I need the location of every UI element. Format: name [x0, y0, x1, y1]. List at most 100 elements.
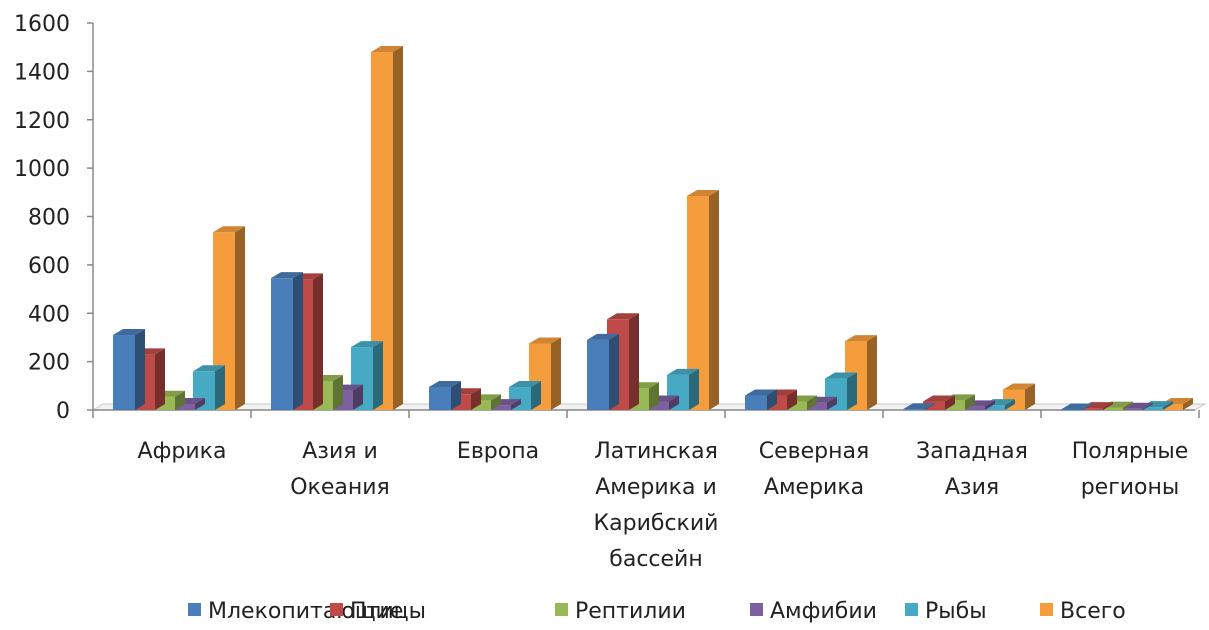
legend-entry: Птицы [330, 599, 426, 624]
bar-front [983, 405, 1005, 410]
bar-side [373, 341, 383, 410]
bar-side [491, 394, 501, 410]
y-tick-label: 200 [28, 351, 70, 376]
bar-side [393, 46, 403, 411]
category-labels: Африка Азия и Океания Европа Латинская Америк… [138, 439, 1189, 572]
bar-front [1101, 407, 1123, 410]
bar-top [745, 389, 777, 396]
bars [113, 46, 1193, 411]
category-label: Европа [457, 439, 539, 464]
bar-side [767, 389, 777, 410]
bar [587, 333, 619, 410]
bar-top [667, 368, 699, 375]
category-label: регионы [1081, 475, 1180, 500]
bar-side [215, 365, 225, 410]
legend-entry: Амфибии [750, 599, 877, 624]
bar [923, 395, 955, 410]
legend-swatch [905, 603, 918, 616]
bar-side [451, 381, 461, 410]
bar [903, 403, 935, 411]
legend-label: Птицы [350, 599, 426, 624]
bar-front [469, 400, 491, 410]
bar-front [429, 387, 451, 410]
bar [1061, 403, 1093, 411]
legend-label: Амфибии [770, 599, 877, 624]
bar-front [271, 278, 293, 410]
legend-entry: Млекопитающие [188, 599, 403, 624]
category-label: Западная [916, 439, 1028, 464]
bar-side [689, 368, 699, 410]
bar-front [963, 406, 985, 410]
bar-front [785, 401, 807, 410]
y-tick-label: 1200 [14, 109, 70, 134]
bar-side [235, 226, 245, 410]
bar-top [845, 335, 877, 342]
bar-side [609, 333, 619, 410]
bar-front [1161, 403, 1183, 410]
bar-top [607, 313, 639, 320]
bar-side [471, 388, 481, 410]
bar-side [531, 381, 541, 410]
bar-front [489, 405, 511, 410]
bar-side [333, 374, 343, 410]
bar-top [351, 341, 383, 348]
bar-side [1183, 397, 1193, 410]
bar-side [669, 395, 679, 410]
bar-top [587, 333, 619, 340]
legend-label: Млекопитающие [208, 599, 403, 624]
bar-side [1005, 399, 1015, 410]
bar-top [687, 189, 719, 196]
category-label: Америка и [595, 475, 717, 500]
bar [113, 329, 145, 410]
legend-label: Рыбы [925, 599, 987, 624]
bar-side [353, 384, 363, 410]
bar-side [985, 400, 995, 410]
category-label: Океания [290, 475, 390, 500]
bar-top [193, 365, 225, 372]
bar-front [943, 400, 965, 410]
bar-side [787, 389, 797, 410]
bar-side [511, 399, 521, 410]
legend-entry: Всего [1040, 599, 1126, 624]
bar-side [847, 372, 857, 410]
bar-front [587, 339, 609, 410]
bar [429, 381, 461, 410]
bar-side [807, 395, 817, 410]
y-tick-label: 800 [28, 206, 70, 231]
bar-top [825, 372, 857, 379]
bar-side [1103, 402, 1113, 410]
y-tick-label: 600 [28, 254, 70, 279]
bar [271, 272, 303, 410]
bar-side [945, 395, 955, 410]
bar-side [629, 313, 639, 410]
bar-side [867, 335, 877, 410]
legend-entry: Рыбы [905, 599, 987, 624]
bar-front [1121, 408, 1143, 410]
category-label: Африка [138, 439, 227, 464]
bar [371, 46, 403, 411]
bar-side [1025, 383, 1035, 410]
bar-side [293, 272, 303, 410]
bar-front [647, 401, 669, 410]
bar-side [1123, 401, 1133, 410]
bar-side [135, 329, 145, 410]
bar-side [551, 337, 561, 410]
bar-side [313, 273, 323, 410]
bar-front [173, 403, 195, 410]
category-label: Америка [764, 475, 864, 500]
legend-swatch [188, 603, 201, 616]
bar-front [745, 395, 767, 410]
bar-front [1141, 407, 1163, 410]
y-tick-label: 1000 [14, 157, 70, 182]
category-label: Северная [759, 439, 869, 464]
bar [529, 337, 561, 410]
legend-swatch [555, 603, 568, 616]
bar-top [903, 403, 935, 410]
bar-side [175, 390, 185, 410]
bar-top [271, 272, 303, 279]
legend-label: Всего [1060, 599, 1126, 624]
category-label: Азия и [302, 439, 378, 464]
bar [745, 389, 777, 410]
legend-entry: Рептилии [555, 599, 686, 624]
